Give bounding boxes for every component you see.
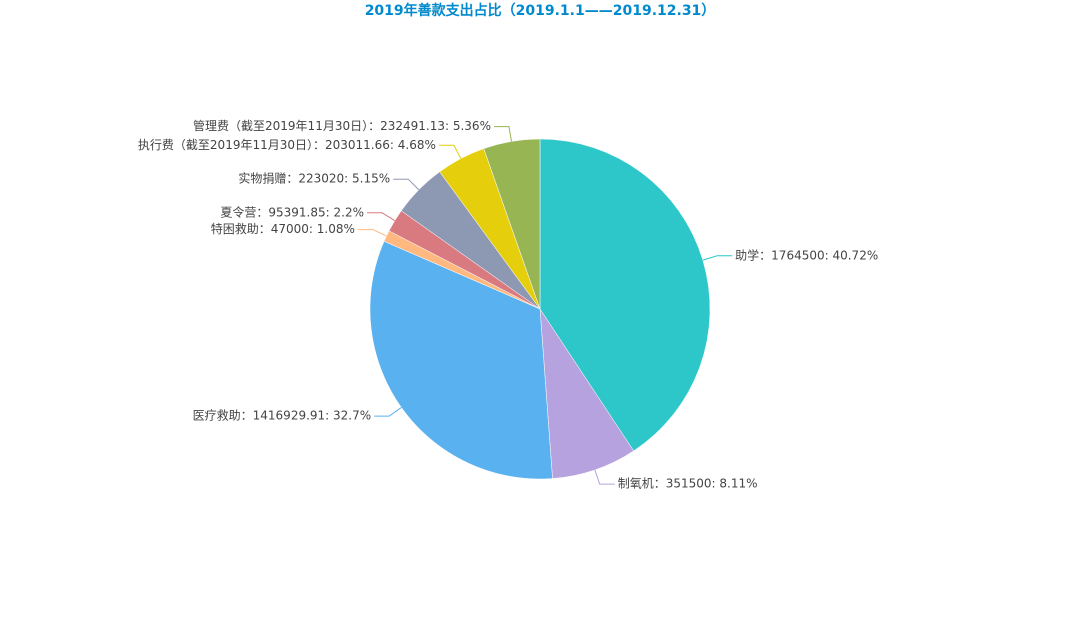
slice-label: 管理费（截至2019年11月30日）：232491.13: 5.36% bbox=[193, 118, 491, 133]
label-line bbox=[357, 229, 387, 237]
slice-label: 助学：1764500: 40.72% bbox=[735, 247, 878, 262]
label-line bbox=[702, 255, 733, 261]
slice-label: 医疗救助：1416929.91: 32.7% bbox=[193, 408, 372, 423]
label-line bbox=[594, 469, 615, 485]
label-line bbox=[374, 407, 402, 417]
slice-label: 制氧机：351500: 8.11% bbox=[618, 477, 758, 491]
pie-slice bbox=[483, 138, 541, 310]
pie-slice bbox=[369, 240, 553, 480]
slice-label: 执行费（截至2019年11月30日）：203011.66: 4.68% bbox=[138, 138, 436, 152]
label-line bbox=[366, 212, 396, 222]
label-line bbox=[438, 144, 462, 159]
slice-label: 夏令营：95391.85: 2.2% bbox=[220, 204, 364, 219]
slice-label: 实物捐赠：223020: 5.15% bbox=[238, 171, 390, 186]
label-line bbox=[393, 178, 420, 191]
label-line bbox=[493, 126, 512, 142]
slice-label: 特困救助：47000: 1.08% bbox=[211, 221, 355, 236]
chart-title: 2019年善款支出占比（2019.1.1——2019.12.31） bbox=[365, 2, 716, 19]
pie-slice bbox=[539, 138, 711, 452]
